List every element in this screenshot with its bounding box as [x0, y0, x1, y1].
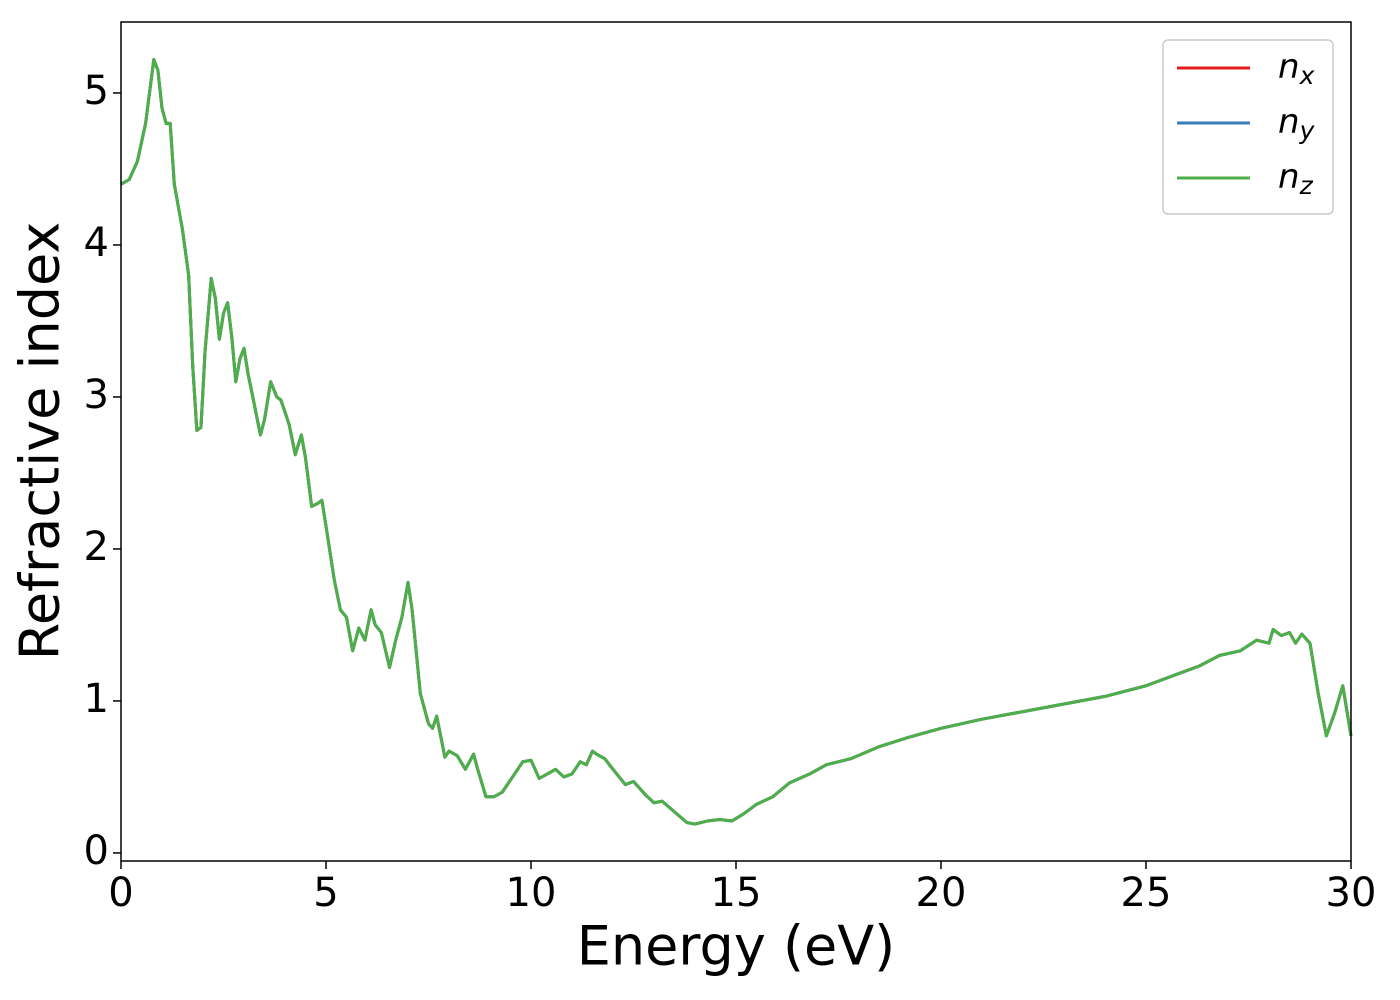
y-tick-label: 0	[84, 828, 109, 874]
legend-box	[1162, 39, 1334, 215]
legend-label: nx	[1278, 47, 1315, 91]
plot-area	[121, 22, 1351, 861]
y-tick-label: 3	[84, 372, 109, 418]
y-tick-label: 1	[84, 676, 109, 722]
x-axis-label: Energy (eV)	[577, 915, 896, 978]
y-tick-label: 5	[84, 68, 109, 114]
legend-label: ny	[1278, 102, 1316, 146]
y-tick-label: 2	[84, 524, 109, 570]
x-tick-label: 0	[108, 870, 133, 916]
x-tick-label: 30	[1326, 870, 1377, 916]
legend-label: nz	[1278, 157, 1314, 201]
y-axis-label: Refractive index	[9, 222, 72, 661]
series-line	[120, 58, 1353, 826]
x-tick-label: 15	[711, 870, 762, 916]
x-tick-label: 10	[506, 870, 557, 916]
plot-frame	[120, 21, 1352, 862]
y-tick-label: 4	[84, 220, 109, 266]
x-tick-label: 20	[916, 870, 967, 916]
x-tick-label: 25	[1121, 870, 1172, 916]
x-tick-label: 5	[313, 870, 338, 916]
